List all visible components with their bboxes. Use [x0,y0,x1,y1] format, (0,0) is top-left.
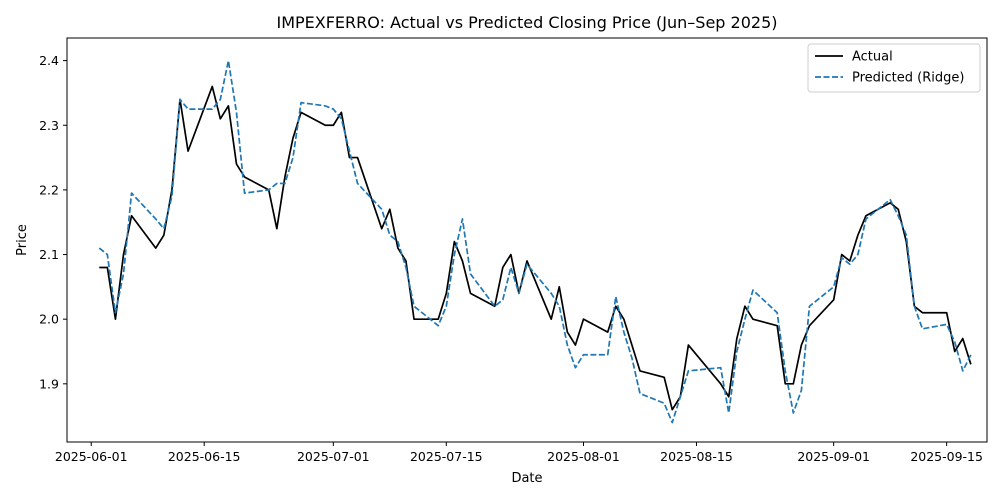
legend-label-predicted: Predicted (Ridge) [852,71,964,86]
x-tick-label: 2025-07-01 [297,449,370,464]
x-tick-label: 2025-09-01 [797,449,870,464]
y-tick-label: 2.0 [39,312,59,327]
x-tick-label: 2025-08-01 [547,449,620,464]
y-tick-label: 2.2 [39,182,59,197]
y-tick-label: 1.9 [39,376,59,391]
legend: Actual Predicted (Ridge) [807,43,981,93]
x-tick-label: 2025-09-15 [910,449,983,464]
y-tick-label: 2.4 [39,53,59,68]
plot-frame [66,37,988,443]
x-tick-label: 2025-08-15 [660,449,733,464]
legend-box [807,43,981,93]
axes-layer: 2025-06-01 2025-06-15 2025-07-01 2025-07-15… [39,37,988,464]
y-tick-label: 2.1 [39,247,59,262]
x-tick-label: 2025-06-15 [168,449,241,464]
y-axis-label: Price [15,224,30,256]
series-line-0 [99,85,972,411]
x-tick-label: 2025-07-15 [410,449,483,464]
series-layer [98,59,972,424]
x-tick-label: 2025-06-01 [55,449,128,464]
series-line-1 [98,59,972,424]
legend-label-actual: Actual [852,50,893,65]
y-tick-label: 2.3 [39,118,59,133]
x-axis-label: Date [511,471,542,486]
chart-title: IMPEXFERRO: Actual vs Predicted Closing … [276,13,777,32]
